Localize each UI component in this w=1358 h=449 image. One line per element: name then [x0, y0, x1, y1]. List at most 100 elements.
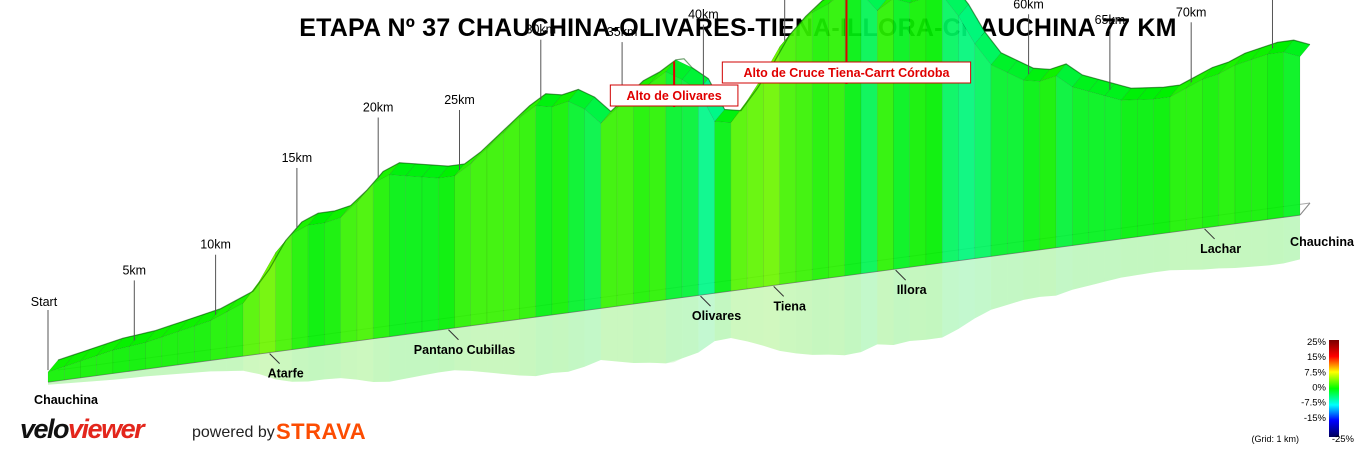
gradient-legend-tick: -15% — [1304, 413, 1327, 424]
profile-reflection — [48, 215, 1300, 385]
profile-reflection-strip — [665, 297, 683, 364]
profile-reflection-strip — [356, 338, 374, 383]
profile-face-segment — [1153, 96, 1171, 235]
gradient-legend-tick: 7.5% — [1304, 367, 1326, 378]
profile-reflection-strip — [909, 264, 927, 341]
profile-reflection-strip — [389, 334, 406, 382]
profile-reflection-strip — [698, 293, 715, 353]
profile-reflection-strip — [633, 301, 650, 364]
gradient-legend-tick: 0% — [1312, 383, 1326, 394]
profile-reflection-strip — [308, 345, 325, 382]
profile-reflection-strip — [812, 277, 829, 355]
profile-face-segment — [681, 79, 699, 298]
profile-face-segment — [633, 83, 650, 305]
gradient-legend-tick: -25% — [1332, 434, 1355, 445]
profile-face-segment — [519, 105, 536, 320]
profile-reflection-strip — [1104, 238, 1122, 282]
profile-face-segment — [1104, 95, 1122, 242]
profile-labels: 5km10km15km20km25km30km35km40km45km50km5… — [31, 0, 1355, 407]
profile-face-segment — [470, 148, 488, 326]
profile-reflection-strip — [129, 368, 146, 379]
profile-face-segment — [486, 132, 504, 324]
profile-reflection-strip — [877, 269, 894, 345]
profile-face-segment — [1267, 51, 1284, 220]
profile-reflection-strip — [259, 351, 276, 380]
km-marker-label: 60km — [1013, 0, 1044, 11]
page-title: ETAPA Nº 37 CHAUCHINA-OLIVARES-TIENA-ILL… — [299, 14, 1177, 42]
km-marker-label: 40km — [688, 8, 719, 22]
km-marker-label: 35km — [607, 25, 638, 39]
profile-face-segment — [64, 360, 81, 381]
profile-reflection-strip — [1234, 221, 1252, 269]
start-marker-label: Start — [31, 295, 58, 309]
profile-face-segment — [942, 0, 959, 263]
profile-reflection-strip — [373, 336, 390, 383]
profile-face-segment — [259, 251, 276, 355]
profile-reflection-strip — [178, 362, 195, 374]
profile-reflection-strip — [1088, 241, 1105, 286]
waypoint-leader — [1204, 228, 1215, 240]
profile-reflection-strip — [454, 325, 471, 371]
profile-face-segment — [812, 3, 829, 281]
profile-face-segment — [925, 0, 943, 266]
km-marker-label: 10km — [200, 238, 231, 252]
profile-face-segment — [226, 302, 244, 359]
profile-end-cap — [1299, 202, 1311, 216]
profile-reflection-strip — [243, 353, 260, 375]
profile-face-segment — [389, 174, 406, 337]
profile-face-segment — [194, 320, 211, 363]
profile-reflection-strip — [974, 256, 992, 319]
climb-label: Alto de Olivares — [627, 89, 722, 103]
profile-face-segment — [1185, 79, 1203, 231]
km-marker-label: 70km — [1176, 5, 1207, 19]
profile-face-segment — [503, 117, 520, 322]
profile-face-segment — [763, 46, 780, 287]
profile-face-segment — [1039, 75, 1057, 250]
profile-reflection-strip — [275, 349, 292, 382]
profile-ridge-segment — [909, 0, 920, 4]
waypoint-label: Chauchina — [34, 393, 99, 407]
profile-face-segment — [1283, 51, 1301, 218]
strava-logo: STRAVA — [276, 419, 367, 444]
gradient-legend-tick: 15% — [1307, 352, 1327, 363]
profile-face-segment — [698, 90, 715, 296]
profile-reflection-strip — [714, 290, 731, 342]
profile-reflection-strip — [226, 355, 244, 372]
profile-face-segment — [828, 0, 845, 279]
profile-reflection-strip — [860, 271, 878, 353]
profile-reflection-strip — [682, 295, 699, 359]
profile-reflection-strip — [844, 273, 861, 356]
profile-reflection-strip — [519, 316, 536, 377]
profile-face-segment — [340, 201, 358, 344]
gradient-legend-tick: -7.5% — [1301, 398, 1326, 409]
profile-face-segment — [568, 101, 585, 313]
profile-reflection-strip — [210, 358, 227, 372]
profile-reflection-strip — [64, 377, 81, 384]
profile-face-segment — [584, 108, 602, 311]
profile-face-segment — [649, 71, 667, 302]
profile-face-segment — [129, 342, 146, 372]
profile-reflection-strip — [1007, 251, 1024, 305]
veloviewer-logo: veloviewer — [20, 414, 145, 444]
profile-reflection-strip — [1039, 247, 1057, 297]
grid-note: (Grid: 1 km) — [1251, 434, 1299, 444]
profile-reflection-strip — [1023, 249, 1040, 300]
profile-face-segment — [372, 174, 390, 339]
profile-face-segment — [210, 311, 228, 361]
waypoint-label: Pantano Cubillas — [414, 343, 515, 357]
profile-face-segment — [405, 175, 423, 335]
profile-face-segment — [958, 15, 976, 261]
profile-reflection-strip — [470, 323, 488, 373]
profile-reflection-strip — [535, 314, 553, 377]
profile-ridge-segment — [867, 0, 887, 11]
profile-reflection-strip — [1283, 215, 1300, 264]
profile-reflection-strip — [421, 329, 439, 376]
profile-face-segment — [1007, 72, 1024, 255]
profile-reflection-strip — [747, 286, 764, 346]
waypoint-label: Atarfe — [268, 367, 304, 381]
profile-reflection-strip — [161, 364, 179, 376]
profile-face-segment — [275, 233, 293, 352]
climb-label-box — [721, 61, 972, 84]
profile-reflection-strip — [1153, 232, 1170, 273]
profile-ridge-segment — [828, 0, 835, 5]
